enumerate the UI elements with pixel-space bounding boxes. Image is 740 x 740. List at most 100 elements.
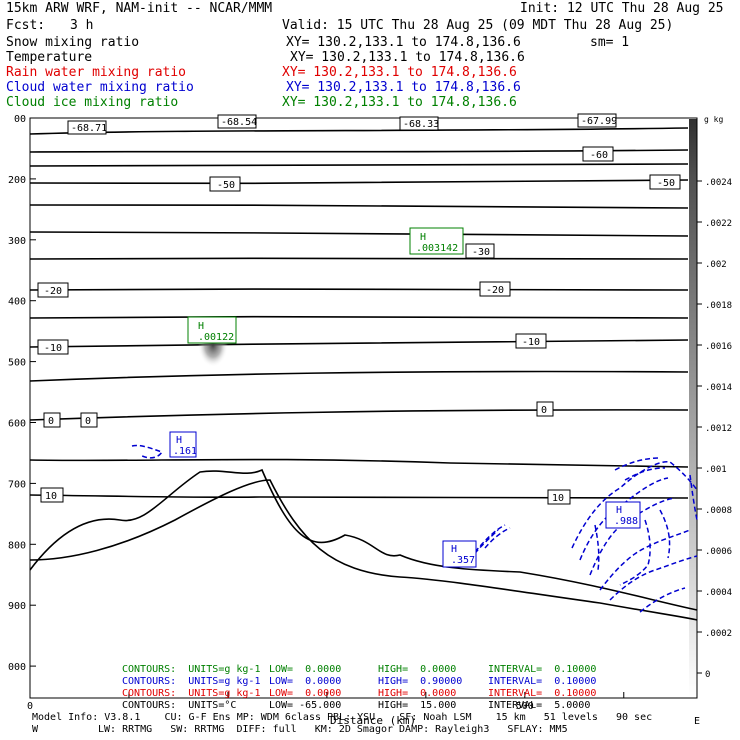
contour-units: CONTOURS: UNITS=g kg-1 xyxy=(122,688,261,699)
svg-text:-67.99: -67.99 xyxy=(581,116,617,127)
svg-text:H: H xyxy=(616,505,622,516)
svg-text:H: H xyxy=(420,232,426,243)
y-axis-ticks: 00 200 300 400 500 600 700 800 900 000 xyxy=(8,114,36,673)
svg-text:-10: -10 xyxy=(522,337,540,348)
contour-low: LOW= 0.0000 xyxy=(269,676,342,687)
svg-text:H: H xyxy=(451,544,457,555)
high-marker: H .003142 xyxy=(409,227,464,255)
svg-text:-50: -50 xyxy=(657,178,675,189)
svg-text:.161: .161 xyxy=(173,446,197,457)
contour-units: CONTOURS: UNITS=g kg-1 xyxy=(122,676,261,687)
contour-units: CONTOURS: UNITS=°C xyxy=(122,700,237,711)
high-marker: H .357 xyxy=(442,540,477,568)
contour-high: HIGH= 0.90000 xyxy=(378,676,463,687)
cloud-ice-highs: H .003142 H .00122 xyxy=(187,227,464,344)
svg-text:-68.33: -68.33 xyxy=(403,119,439,130)
y-tick-label: 800 xyxy=(8,540,26,551)
contour-low: LOW= 0.0000 xyxy=(269,664,342,675)
field-xy-temperature: XY= 130.2,133.1 to 174.8,136.6 xyxy=(290,50,525,65)
colorbar-tick-label: .0004 xyxy=(705,588,732,598)
svg-text:.003142: .003142 xyxy=(416,243,458,254)
svg-text:-60: -60 xyxy=(590,150,608,161)
temperature-label: -10 xyxy=(37,339,69,355)
field-name-snow: Snow mixing ratio xyxy=(6,35,140,50)
svg-text:-68.71: -68.71 xyxy=(71,123,107,134)
svg-text:H: H xyxy=(176,435,182,446)
x-axis-west: W xyxy=(32,724,39,735)
footer-model-info: Model Info: V3.8.1 CU: G-F Ens MP: WDM 6… xyxy=(32,712,653,723)
temperature-label: -60 xyxy=(582,146,614,162)
colorbar-tick-label: .0006 xyxy=(705,547,732,557)
y-tick-label: 900 xyxy=(8,601,26,612)
svg-text:.357: .357 xyxy=(451,555,475,566)
svg-text:-50: -50 xyxy=(217,180,235,191)
y-tick-label: 500 xyxy=(8,358,26,369)
model-title: 15km ARW WRF, NAM-init -- NCAR/MMM xyxy=(6,1,273,16)
svg-text:-10: -10 xyxy=(44,343,62,354)
temperature-label: 0 xyxy=(80,412,98,428)
colorbar-ticks: .0024 .0022 .002 .0018 .0016 .0014 .0012 .001 .0… xyxy=(697,178,732,680)
svg-text:0: 0 xyxy=(85,416,91,427)
y-tick-label: 600 xyxy=(8,419,26,430)
colorbar-tick-label: .0022 xyxy=(705,219,732,229)
temperature-labels: -68.71 -68.54 -68.33 -67.99 -60 -50 -50 … xyxy=(37,113,681,505)
colorbar-tick-label: .0024 xyxy=(705,178,732,188)
svg-text:0: 0 xyxy=(541,405,547,416)
colorbar xyxy=(689,119,697,697)
contour-interval: INTERVAL= 0.10000 xyxy=(488,688,597,699)
colorbar-tick-label: .0002 xyxy=(705,629,732,639)
svg-text:10: 10 xyxy=(552,493,564,504)
y-tick-label: 000 xyxy=(8,662,26,673)
field-name-cloud-water: Cloud water mixing ratio xyxy=(6,80,194,95)
svg-text:-20: -20 xyxy=(486,285,504,296)
colorbar-tick-label: .001 xyxy=(705,465,727,475)
x-tick-label: 500 xyxy=(516,701,534,712)
contour-high: HIGH= 0.0000 xyxy=(378,688,457,699)
terrain-lines xyxy=(29,468,698,621)
colorbar-tick-label: 0 xyxy=(705,670,710,680)
temperature-label: -67.99 xyxy=(577,113,617,128)
colorbar-tick-label: .0014 xyxy=(705,383,732,393)
high-marker: H .00122 xyxy=(187,316,237,344)
cloud-water-highs: H .161 H .988 H .357 xyxy=(169,431,641,568)
field-name-temperature: Temperature xyxy=(6,50,93,65)
contour-low: LOW= -65.000 xyxy=(269,700,342,711)
x-axis-label: Distance (km) xyxy=(330,714,417,727)
smoothing-value: sm= 1 xyxy=(590,35,630,50)
temperature-label: -20 xyxy=(37,282,69,298)
colorbar-units: g kg xyxy=(704,115,723,124)
field-xy-snow: XY= 130.2,133.1 to 174.8,136.6 xyxy=(286,35,521,50)
svg-text:-30: -30 xyxy=(472,247,490,258)
svg-text:-68.54: -68.54 xyxy=(221,117,257,128)
contour-high: HIGH= 0.0000 xyxy=(378,664,457,675)
x-axis-east: E xyxy=(694,716,701,727)
y-tick-label: 300 xyxy=(8,236,26,247)
svg-text:.00122: .00122 xyxy=(198,332,234,343)
field-name-cloud-ice: Cloud ice mixing ratio xyxy=(6,95,179,110)
colorbar-tick-label: .0008 xyxy=(705,506,732,516)
high-marker: H .988 xyxy=(605,501,641,529)
colorbar-tick-label: .0016 xyxy=(705,342,732,352)
field-xy-cloud-ice: XY= 130.2,133.1 to 174.8,136.6 xyxy=(282,95,517,110)
y-tick-label: 200 xyxy=(8,175,26,186)
temperature-label: -68.33 xyxy=(399,116,439,131)
svg-text:.988: .988 xyxy=(614,516,638,527)
footer-physics-info: LW: RRTMG SW: RRTMG DIFF: full KM: 2D Sm… xyxy=(98,724,568,735)
y-tick-label: 700 xyxy=(8,479,26,490)
y-tick-label: 00 xyxy=(14,114,26,125)
temperature-label: 10 xyxy=(547,489,571,505)
contour-interval: INTERVAL= 5.0000 xyxy=(488,700,591,711)
contour-interval: INTERVAL= 0.10000 xyxy=(488,676,597,687)
contour-low: LOW= 0.0000 xyxy=(269,688,342,699)
svg-text:-20: -20 xyxy=(44,286,62,297)
svg-text:0: 0 xyxy=(48,416,54,427)
field-xy-cloud-water: XY= 130.2,133.1 to 174.8,136.6 xyxy=(286,80,521,95)
field-name-rain: Rain water mixing ratio xyxy=(6,65,187,80)
colorbar-tick-label: .002 xyxy=(705,260,727,270)
contour-interval: INTERVAL= 0.10000 xyxy=(488,664,597,675)
svg-text:10: 10 xyxy=(45,491,57,502)
temperature-label: -68.54 xyxy=(217,114,257,129)
high-marker: H .161 xyxy=(169,431,197,458)
svg-text:H: H xyxy=(198,321,204,332)
